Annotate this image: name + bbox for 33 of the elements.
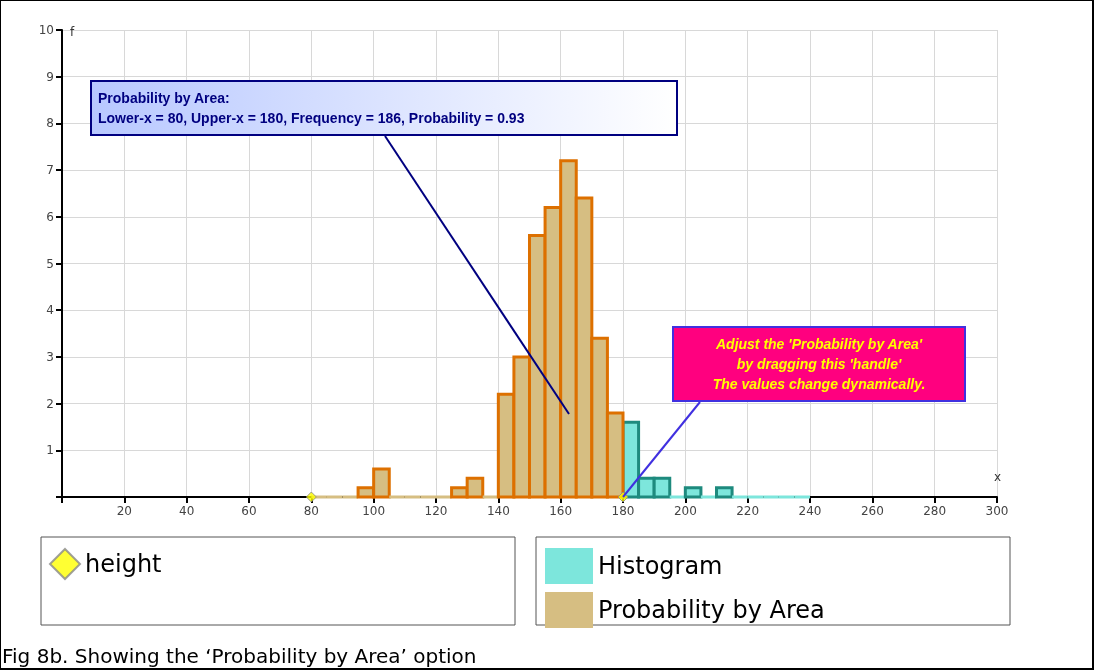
- x-axis-title: x: [993, 470, 1001, 484]
- y-tick-label: 10: [38, 23, 54, 37]
- y-tick-label: 2: [46, 396, 54, 411]
- x-tick-label: 180: [611, 504, 635, 518]
- y-tick-label: 6: [46, 209, 54, 224]
- y-tick-label: 8: [46, 116, 54, 131]
- caption: Fig 8b. Showing the ‘Probability by Area’ option: [2, 644, 477, 668]
- y-tick-label: 9: [46, 69, 54, 84]
- x-tick-label: 100: [362, 504, 386, 518]
- x-tick-label: 300: [985, 504, 1009, 518]
- x-tick-label: 220: [736, 504, 760, 518]
- y-axis-title: f: [70, 25, 75, 39]
- x-tick-label: 200: [673, 504, 697, 518]
- x-tick-label: 20: [116, 504, 132, 518]
- x-tick-label: 120: [424, 504, 448, 518]
- y-tick-label: 7: [46, 163, 54, 178]
- x-tick-label: 260: [860, 504, 884, 518]
- y-tick-label: 3: [46, 349, 54, 364]
- x-tick-label: 240: [798, 504, 822, 518]
- x-tick-label: 280: [923, 504, 947, 518]
- x-tick-label: 40: [179, 504, 195, 518]
- legend-label: Histogram: [598, 552, 723, 580]
- y-tick-label: 4: [46, 303, 54, 318]
- x-tick-label: 60: [241, 504, 257, 518]
- y-tick-label: 1: [46, 443, 54, 458]
- y-tick-label: 5: [46, 256, 54, 271]
- callout-box: Probability by Area: Lower-x = 80, Upper-x = 180, Frequency = 186, Probability = 0.93: [90, 80, 678, 136]
- x-tick-label: 80: [303, 504, 319, 518]
- legend-label: Probability by Area: [598, 596, 825, 624]
- x-tick-label: 140: [486, 504, 510, 518]
- legend-label: height: [85, 550, 162, 578]
- x-tick-label: 160: [549, 504, 573, 518]
- callout-box: Adjust the 'Probability by Area' by dragging this 'handle' The values change dynamically.: [672, 326, 966, 402]
